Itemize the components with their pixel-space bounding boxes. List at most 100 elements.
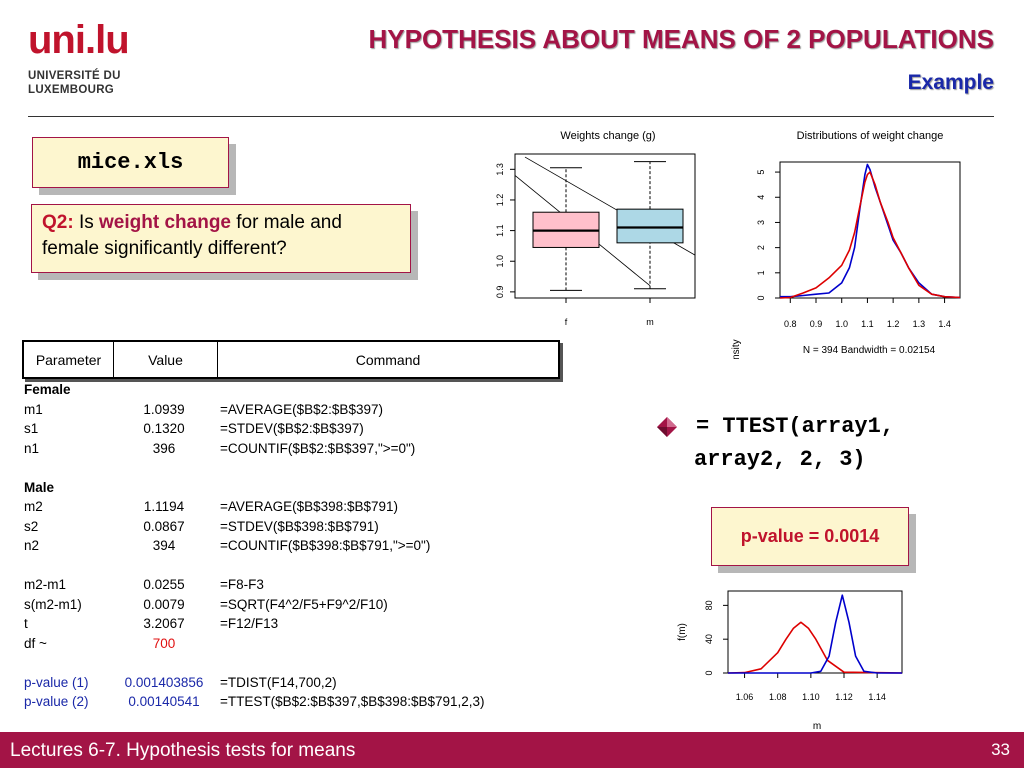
boxplot-x-tick-label: f [565, 317, 568, 327]
density-y-tick-label: 3 [756, 220, 766, 225]
table-cell-parameter: Male [24, 479, 55, 495]
table-row: df ~ 700 [22, 634, 560, 654]
sampling-x-tick-label: 1.10 [802, 692, 820, 702]
sampling-x-axis-label: m [813, 721, 821, 732]
sampling-series-line [728, 594, 902, 674]
density-y-tick-label: 5 [756, 170, 766, 175]
boxplot-y-tick-label: 1.3 [495, 163, 505, 176]
table-cell-parameter: p-value (1) [24, 674, 89, 690]
density-y-tick-label: 1 [756, 270, 766, 275]
density-x-tick-label: 1.2 [887, 319, 900, 329]
table-row: s2 0.0867 =STDEV($B$398:$B$791) [22, 517, 560, 537]
diamond-bullet-icon [657, 417, 677, 437]
question-text-pre: Is [78, 212, 94, 233]
ttest-formula: = TTEST(array1, array2, 2, 3) [656, 410, 894, 476]
table-cell-parameter: s2 [24, 518, 39, 534]
sampling-x-tick-label: 1.06 [736, 692, 754, 702]
table-cell-value: 394 [152, 538, 176, 554]
ttest-line2: array2, 2, 3) [694, 447, 866, 472]
table-cell-value: 0.1320 [143, 421, 185, 437]
table-cell-value: 0.0255 [143, 577, 185, 593]
table-cell-command: =TTEST($B$2:$B$397,$B$398:$B$791,2,3) [220, 694, 485, 710]
table-row: n2 394 =COUNTIF($B$398:$B$791,">=0") [22, 536, 560, 556]
table-cell-parameter: n2 [24, 538, 40, 554]
sampling-x-tick-label: 1.12 [835, 692, 853, 702]
table-cell-parameter: m2 [24, 499, 43, 515]
boxplot-box-m [616, 208, 684, 244]
question-box: Q2: Is weight change for male and female… [31, 204, 411, 273]
column-header-value: Value [114, 342, 218, 377]
table-row [22, 458, 560, 478]
table-cell-parameter: s(m2-m1) [24, 596, 82, 612]
density-y-tick-label: 0 [756, 295, 766, 300]
table-cell-value: 3.2067 [143, 616, 185, 632]
table-cell-value: 396 [152, 440, 176, 456]
table-cell-command: =TDIST(F14,700,2) [220, 674, 337, 690]
table-row: Female [22, 380, 560, 400]
pvalue-box: p-value = 0.0014 [711, 507, 909, 566]
table-cell-value: 1.1194 [143, 499, 185, 515]
table-row: m1 1.0939 =AVERAGE($B$2:$B$397) [22, 400, 560, 420]
table-body: Female m1 1.0939 =AVERAGE($B$2:$B$397) s1 0.1… [22, 380, 560, 712]
table-row: p-value (2) 0.00140541 =TTEST($B$2:$B$397,… [22, 692, 560, 712]
density-series-line [780, 163, 961, 299]
table-cell-command: =COUNTIF($B$398:$B$791,">=0") [220, 538, 431, 554]
boxplot-x-tick-label: m [646, 317, 654, 327]
table-cell-parameter: p-value (2) [24, 694, 89, 710]
table-row: p-value (1) 0.001403856 =TDIST(F14,700,2) [22, 673, 560, 693]
university-name-line1: UNIVERSITÉ DU [28, 70, 121, 82]
university-name-line2: LUXEMBOURG [28, 84, 115, 96]
table-row: t 3.2067 =F12/F13 [22, 614, 560, 634]
density-x-tick-label: 1.3 [913, 319, 926, 329]
table-row: s(m2-m1) 0.0079 =SQRT(F4^2/F5+F9^2/F10) [22, 595, 560, 615]
sampling-distribution-chart: f(m) m 1.06 1.08 1.10 1.12 1.14 0 40 80 [677, 590, 903, 732]
table-cell-command: =AVERAGE($B$398:$B$791) [220, 499, 398, 515]
ttest-line1: = TTEST(array1, [696, 414, 895, 439]
table-row [22, 653, 560, 673]
table-row: n1 396 =COUNTIF($B$2:$B$397,">=0") [22, 439, 560, 459]
density-series-line [779, 171, 961, 299]
table-row: m2 1.1194 =AVERAGE($B$398:$B$791) [22, 497, 560, 517]
boxplot-frame [514, 153, 696, 299]
boxplot-title: Weights change (g) [560, 130, 655, 142]
file-name-label: mice.xls [77, 150, 184, 175]
density-x-tick-label: 1.0 [835, 319, 848, 329]
table-cell-command: =F8-F3 [220, 577, 264, 593]
question-text-post: for male and female significantly differ… [42, 212, 342, 259]
table-cell-value: 1.0939 [143, 401, 185, 417]
table-cell-parameter: n1 [24, 440, 40, 456]
university-logo: uni.lu [28, 18, 130, 62]
density-x-tick-label: 1.4 [938, 319, 951, 329]
density-chart: Distributions of weight change Density N… [731, 130, 961, 359]
pvalue-label: p-value = 0.0014 [740, 526, 880, 546]
density-title: Distributions of weight change [797, 130, 944, 142]
table-cell-parameter: Female [24, 382, 71, 398]
density-y-tick-label: 4 [756, 195, 766, 200]
sampling-frame [727, 590, 903, 674]
density-y-axis-label: Density [731, 339, 742, 359]
file-name-box: mice.xls [32, 137, 229, 188]
question-label: Q2: [42, 212, 74, 233]
sampling-y-axis-label: f(m) [677, 623, 688, 641]
table-header: Parameter Value Command [22, 340, 560, 379]
density-y-tick-label: 2 [756, 245, 766, 250]
table-cell-parameter: s1 [24, 421, 39, 437]
density-x-tick-label: 1.1 [861, 319, 874, 329]
page-number: 33 [991, 740, 1010, 759]
column-header-command: Command [355, 351, 421, 368]
parameter-table: Parameter Value Command Female m1 1.0939 =A… [22, 340, 560, 712]
density-note: N = 394 Bandwidth = 0.02154 [803, 345, 936, 356]
sampling-x-tick-label: 1.08 [769, 692, 787, 702]
table-cell-value: 0.00140541 [128, 694, 200, 710]
table-cell-value: 0.0079 [143, 596, 185, 612]
boxplot-y-tick-label: 1.0 [495, 255, 505, 268]
table-cell-parameter: t [24, 616, 28, 632]
sampling-x-tick-label: 1.14 [868, 692, 886, 702]
sampling-y-tick-label: 0 [704, 670, 714, 675]
sampling-y-tick-label: 80 [704, 600, 714, 610]
footer-text: Lectures 6-7. Hypothesis tests for means [10, 740, 356, 761]
table-row: s1 0.1320 =STDEV($B$2:$B$397) [22, 419, 560, 439]
table-cell-value: 0.001403856 [124, 674, 204, 690]
table-cell-command: =AVERAGE($B$2:$B$397) [220, 401, 383, 417]
